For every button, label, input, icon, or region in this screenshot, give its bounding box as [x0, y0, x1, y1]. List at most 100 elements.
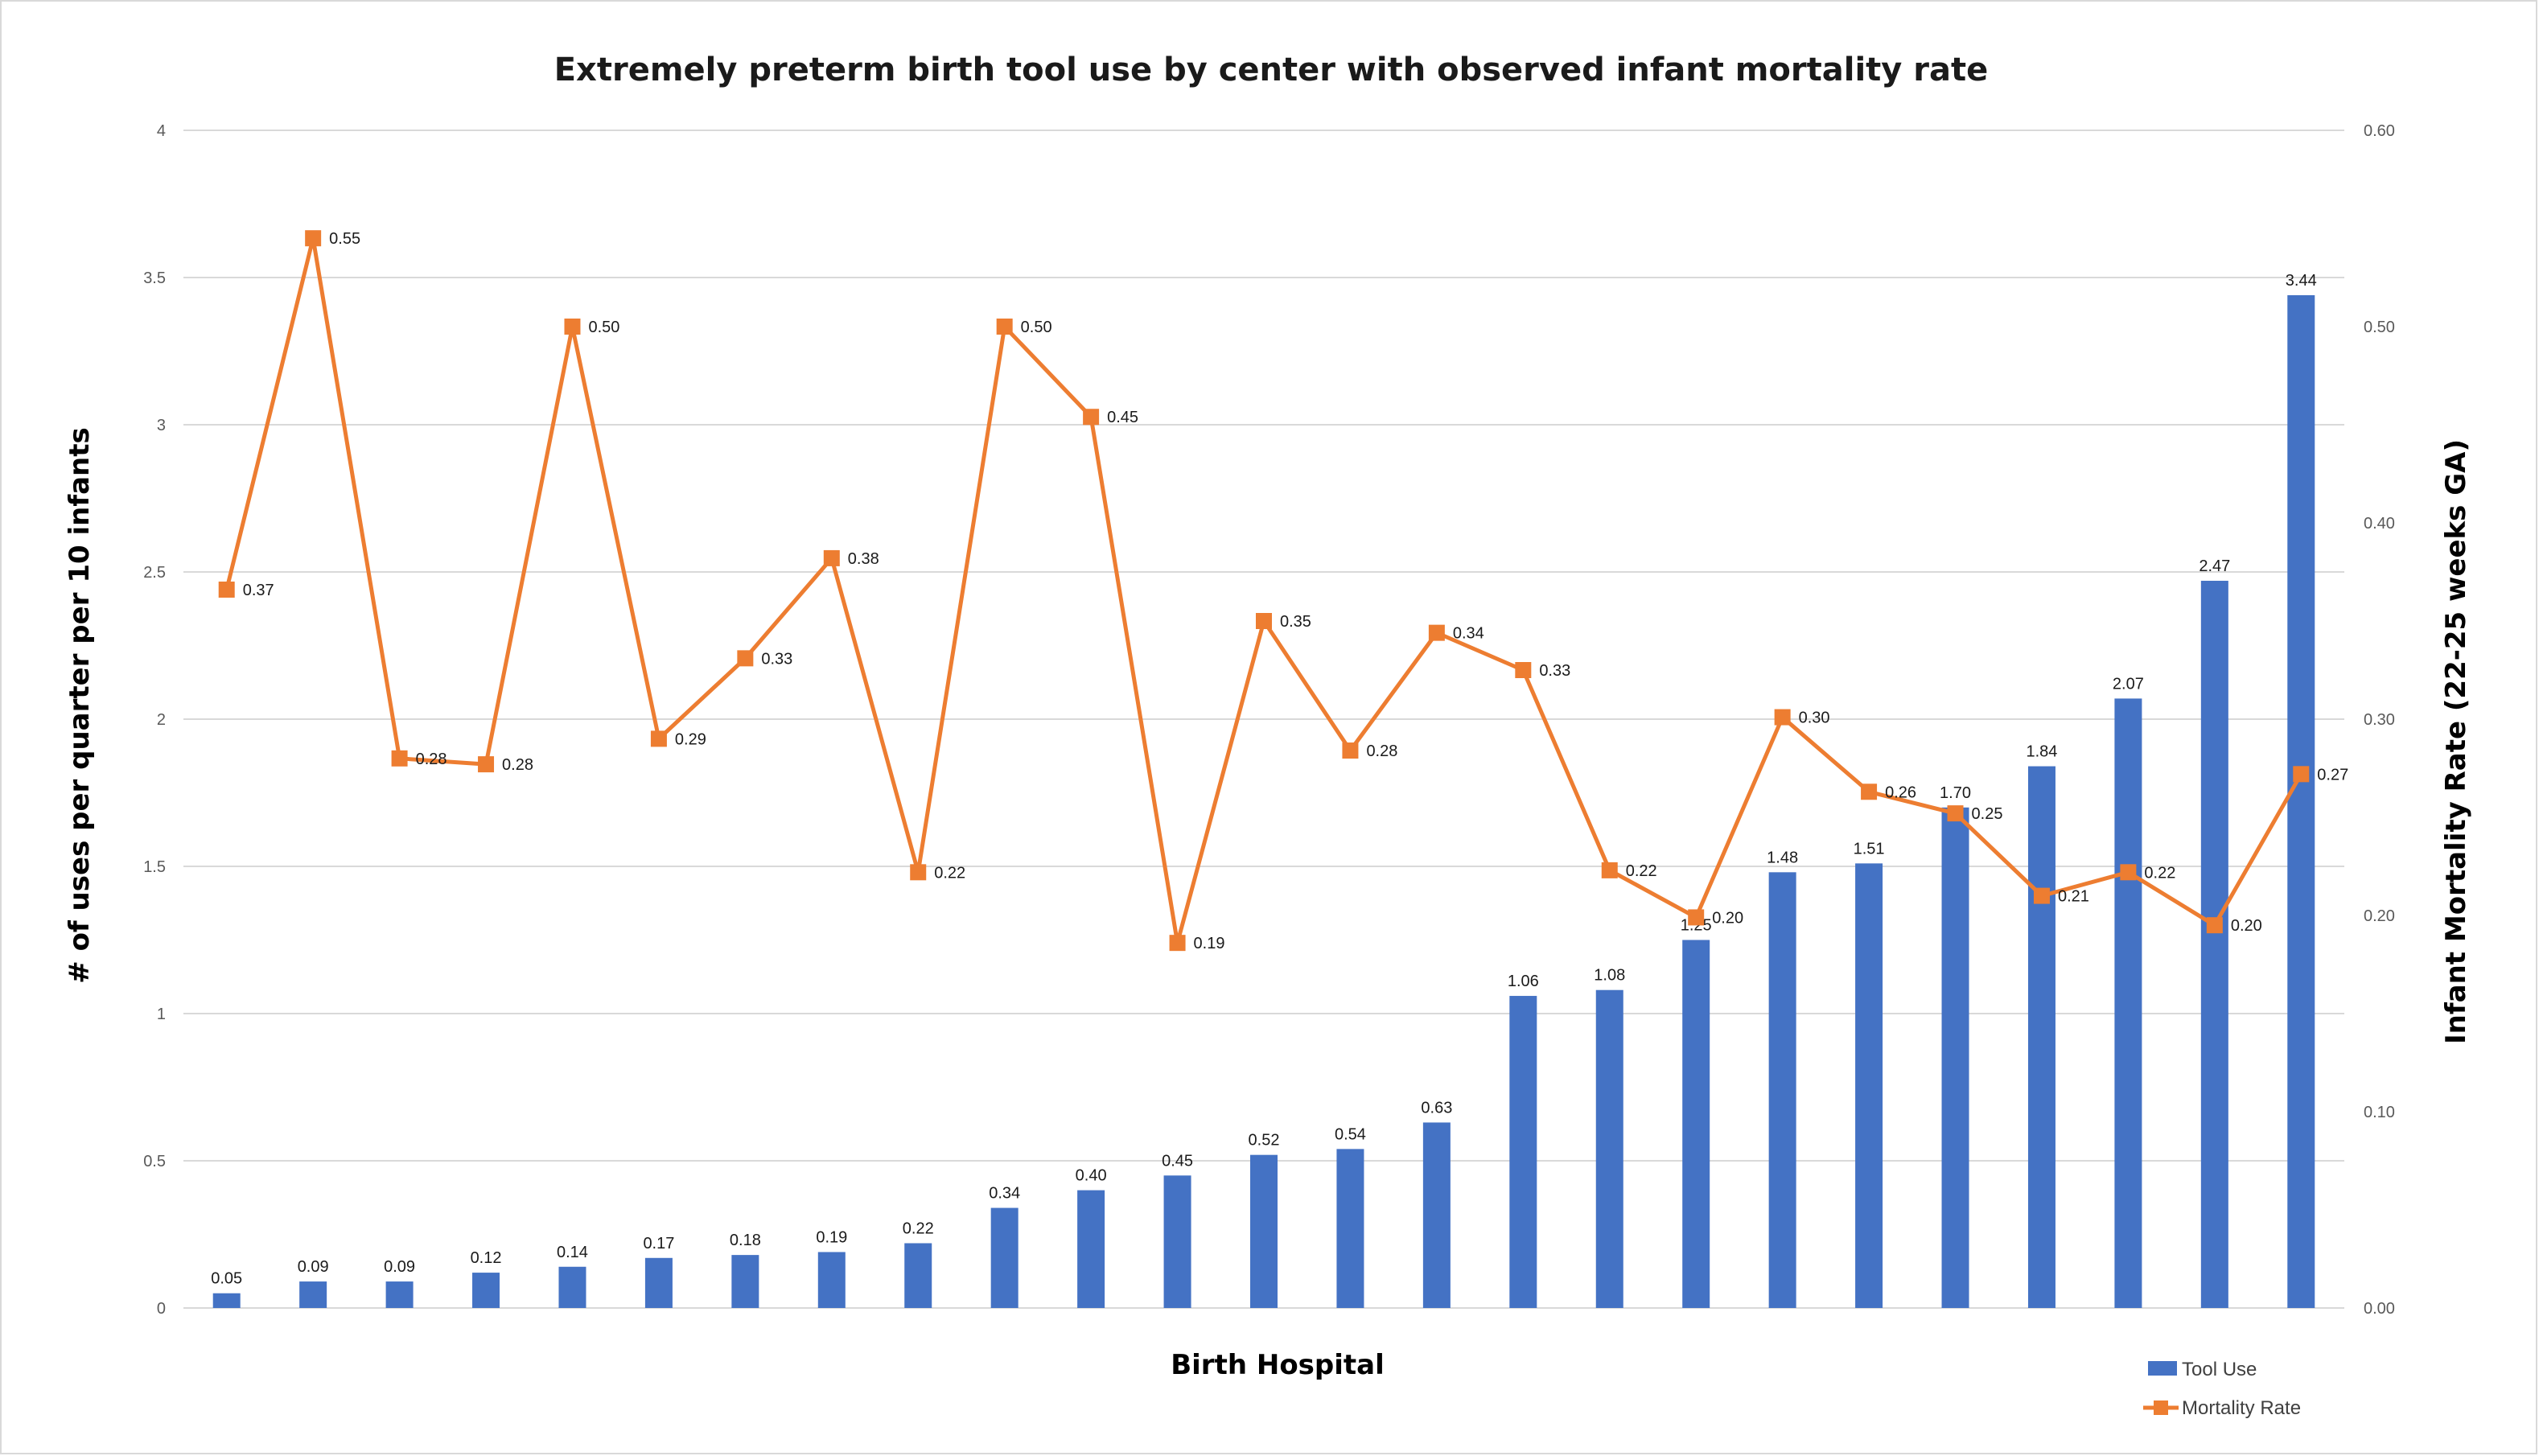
line-data-label: 0.22 — [1626, 862, 1657, 880]
y-tick-label: 3.5 — [143, 269, 166, 287]
bar — [1422, 1122, 1451, 1308]
bar-data-label: 0.09 — [384, 1258, 415, 1276]
y-tick-label: 2.5 — [143, 564, 166, 582]
line-marker — [996, 319, 1013, 335]
line-marker — [2033, 887, 2050, 904]
bar — [1768, 872, 1796, 1308]
bar — [2027, 766, 2055, 1308]
line-marker — [2120, 864, 2137, 881]
y-tick-label: 2 — [157, 711, 166, 729]
line-marker — [391, 750, 408, 767]
line-marker — [478, 756, 495, 773]
line-data-label: 0.50 — [588, 319, 619, 336]
bar-data-label: 0.34 — [989, 1185, 1020, 1203]
bar-data-label: 0.05 — [211, 1270, 242, 1288]
line-marker — [1342, 742, 1359, 759]
line-marker — [218, 581, 235, 598]
bar — [1077, 1190, 1105, 1308]
bar-data-label: 0.22 — [903, 1220, 934, 1237]
bar-data-label: 0.19 — [816, 1228, 847, 1246]
line-marker — [737, 650, 754, 667]
gridlines — [183, 130, 2344, 1309]
line-data-label: 0.28 — [416, 751, 447, 768]
y2-tick-label: 0.10 — [2364, 1104, 2395, 1121]
line-marker — [1601, 862, 1618, 878]
bar — [2287, 294, 2315, 1309]
y2-tick-label: 0.50 — [2364, 319, 2395, 336]
line-data-label: 0.26 — [1885, 784, 1916, 801]
bar-data-label: 1.84 — [2026, 743, 2057, 761]
line-data-label: 0.45 — [1107, 409, 1138, 426]
bar-series: 0.05 0.09 0.09 0.12 0.14 0.17 0.18 0.19 0.22 0.34… — [211, 272, 2317, 1309]
bar-data-label: 0.63 — [1421, 1099, 1452, 1117]
line-data-label: 0.19 — [1194, 935, 1225, 952]
legend-marker-mortality-rate — [2154, 1400, 2168, 1415]
x-axis-title: Birth Hospital — [1171, 1349, 1385, 1381]
bar-data-label: 0.18 — [730, 1232, 761, 1249]
bar-data-label: 0.45 — [1162, 1152, 1193, 1170]
y2-tick-label: 0.40 — [2364, 515, 2395, 533]
bar — [558, 1266, 586, 1308]
line-data-label: 0.21 — [2058, 888, 2089, 906]
bar-data-label: 0.52 — [1249, 1132, 1280, 1150]
bar — [1336, 1149, 1364, 1308]
line-data-label: 0.35 — [1280, 613, 1311, 631]
bar — [2114, 698, 2142, 1308]
line-data-label: 0.38 — [848, 550, 879, 568]
y-axis-title: # of uses per quarter per 10 infants — [64, 427, 96, 984]
y2-tick-label: 0.20 — [2364, 907, 2395, 925]
bar — [644, 1257, 673, 1308]
line-marker — [1428, 624, 1445, 641]
line-data-label: 0.22 — [934, 864, 965, 882]
y2-tick-label: 0.60 — [2364, 122, 2395, 140]
legend-label-tool-use: Tool Use — [2182, 1359, 2257, 1380]
bar-data-label: 2.47 — [2199, 557, 2230, 575]
bar-data-label: 2.07 — [2113, 675, 2144, 693]
bar — [1509, 996, 1537, 1308]
line-data-label: 0.28 — [1366, 742, 1397, 760]
bar — [299, 1281, 327, 1308]
line-data-label: 0.22 — [2144, 864, 2175, 882]
line-marker — [650, 730, 667, 747]
line-data-label: 0.29 — [675, 730, 706, 748]
legend-swatch-tool-use — [2148, 1361, 2177, 1376]
y-tick-label: 1.5 — [143, 858, 166, 876]
line-marker — [1688, 909, 1705, 926]
bar-data-label: 1.51 — [1854, 840, 1885, 858]
y2-axis-title: Infant Mortality Rate (22-25 weeks GA) — [2440, 439, 2472, 1044]
line-series: 0.37 0.55 0.28 0.28 0.50 0.29 0.33 0.38 0.22 0.50… — [218, 230, 2348, 952]
bar — [990, 1207, 1018, 1308]
bar-data-label: 0.40 — [1076, 1167, 1107, 1185]
line-marker — [1083, 409, 1100, 426]
bar-data-label: 0.09 — [298, 1258, 329, 1276]
bar-data-label: 0.12 — [471, 1249, 502, 1267]
line-marker — [910, 864, 927, 881]
line-data-label: 0.27 — [2317, 766, 2348, 784]
bar — [817, 1252, 846, 1308]
bar — [1250, 1154, 1278, 1308]
line-marker — [1515, 662, 1532, 678]
bar — [1682, 940, 1710, 1308]
legend-label-mortality-rate: Mortality Rate — [2182, 1397, 2301, 1419]
y-tick-label: 0.5 — [143, 1153, 166, 1170]
bar-data-label: 0.54 — [1335, 1125, 1366, 1143]
line-marker — [823, 549, 840, 566]
bar — [472, 1273, 500, 1308]
y-axis-ticks: 0 0.5 1 1.5 2 2.5 3 3.5 4 — [143, 122, 166, 1318]
bar-data-label: 3.44 — [2286, 272, 2317, 290]
line-marker — [1169, 935, 1186, 952]
line-marker — [2293, 766, 2310, 783]
line-marker — [2206, 917, 2223, 934]
bar — [1163, 1175, 1191, 1308]
line-data-label: 0.37 — [243, 582, 274, 599]
bar-data-label: 0.14 — [557, 1244, 588, 1261]
line-marker — [564, 319, 581, 335]
mortality-line — [224, 236, 2303, 945]
bar — [1855, 863, 1883, 1308]
y2-axis-ticks: 0.00 0.10 0.20 0.30 0.40 0.50 0.60 — [2364, 122, 2395, 1318]
bar — [2200, 580, 2228, 1308]
y-tick-label: 3 — [157, 417, 166, 434]
line-data-label: 0.20 — [1712, 909, 1743, 927]
bar-data-label: 1.70 — [1940, 784, 1971, 802]
